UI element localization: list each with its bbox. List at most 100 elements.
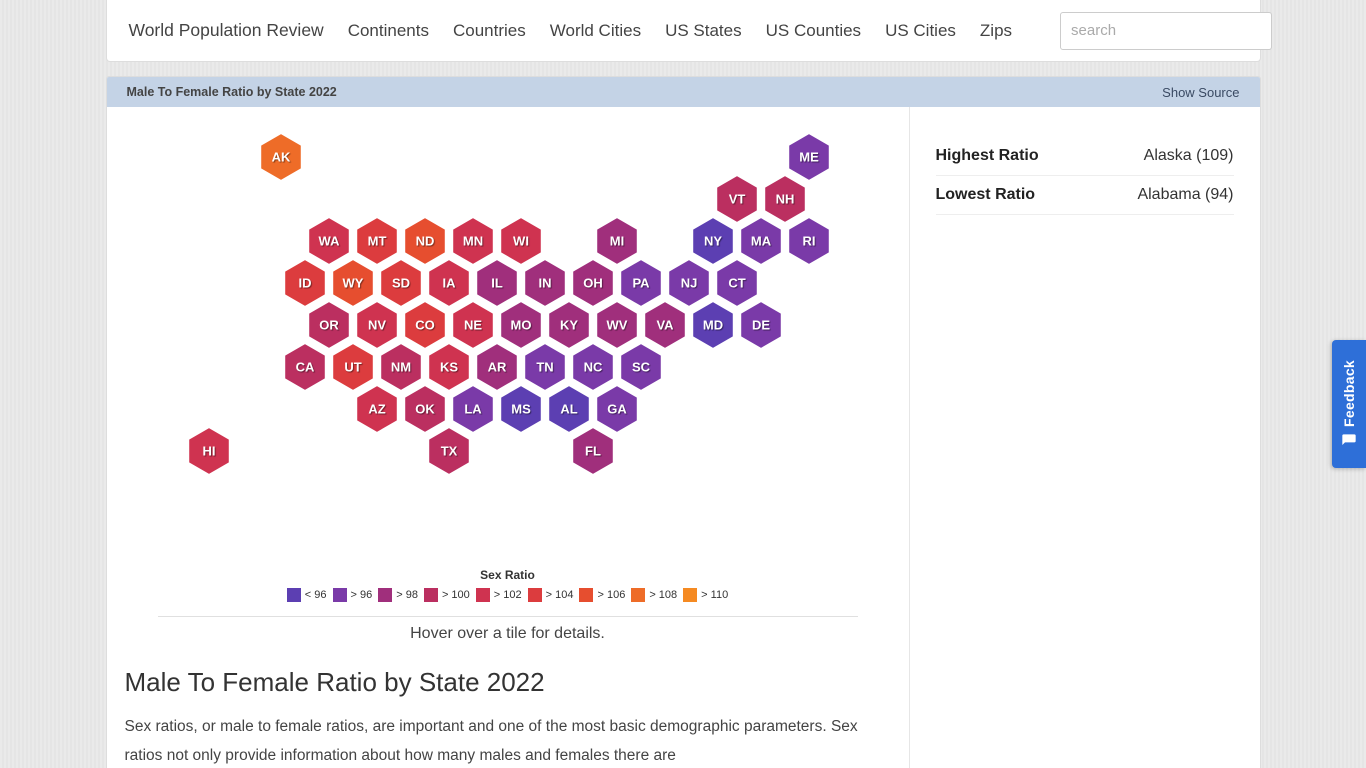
nav-link[interactable]: US Counties [766, 21, 861, 41]
nav-link[interactable]: World Cities [550, 21, 641, 41]
nav-link[interactable]: Zips [980, 21, 1012, 41]
feedback-tab[interactable]: Feedback [1332, 340, 1366, 468]
legend-label: > 98 [396, 589, 418, 601]
article-title: Male To Female Ratio by State 2022 [125, 667, 545, 698]
hex-tile-nc[interactable]: NC [572, 343, 614, 391]
nav-link[interactable]: US States [665, 21, 742, 41]
hex-tile-in[interactable]: IN [524, 259, 566, 307]
hex-tile-id[interactable]: ID [284, 259, 326, 307]
hex-tile-wy[interactable]: WY [332, 259, 374, 307]
hex-tile-ak[interactable]: AK [260, 133, 302, 181]
hex-tile-al[interactable]: AL [548, 385, 590, 433]
legend-item: > 96 [333, 588, 373, 602]
legend-label: > 100 [442, 589, 470, 601]
hex-tile-fl[interactable]: FL [572, 427, 614, 475]
hex-tile-ok[interactable]: OK [404, 385, 446, 433]
hex-tile-nj[interactable]: NJ [668, 259, 710, 307]
hex-tile-mo[interactable]: MO [500, 301, 542, 349]
top-nav: World Population Review Continents Countri… [106, 0, 1261, 62]
legend-swatch [378, 588, 392, 602]
stat-row: Lowest RatioAlabama (94) [936, 176, 1234, 215]
hex-tile-tn[interactable]: TN [524, 343, 566, 391]
hex-tile-ri[interactable]: RI [788, 217, 830, 265]
legend-item: < 96 [287, 588, 327, 602]
legend-item: > 108 [631, 588, 677, 602]
legend-swatch [287, 588, 301, 602]
legend-label: > 102 [494, 589, 522, 601]
hex-tile-ar[interactable]: AR [476, 343, 518, 391]
stats-pane: Highest RatioAlaska (109) Lowest RatioAla… [910, 107, 1260, 768]
stat-value: Alaska (109) [1144, 147, 1234, 165]
hex-tile-ky[interactable]: KY [548, 301, 590, 349]
hex-tile-ms[interactable]: MS [500, 385, 542, 433]
hex-tile-nm[interactable]: NM [380, 343, 422, 391]
legend-swatch [631, 588, 645, 602]
stat-label: Highest Ratio [936, 147, 1144, 165]
legend-swatch [476, 588, 490, 602]
legend: Sex Ratio < 96> 96> 98> 100> 102> 104> 1… [287, 568, 728, 602]
hex-tile-wa[interactable]: WA [308, 217, 350, 265]
hex-tile-nd[interactable]: ND [404, 217, 446, 265]
feedback-label: Feedback [1341, 360, 1357, 427]
hex-tile-md[interactable]: MD [692, 301, 734, 349]
legend-swatch [683, 588, 697, 602]
hex-tile-az[interactable]: AZ [356, 385, 398, 433]
hex-tile-hi[interactable]: HI [188, 427, 230, 475]
hex-tile-sd[interactable]: SD [380, 259, 422, 307]
hex-tile-ga[interactable]: GA [596, 385, 638, 433]
hex-tile-mt[interactable]: MT [356, 217, 398, 265]
search-input[interactable] [1060, 12, 1272, 50]
hex-tile-co[interactable]: CO [404, 301, 446, 349]
legend-item: > 104 [528, 588, 574, 602]
hex-tile-ut[interactable]: UT [332, 343, 374, 391]
hex-tile-mn[interactable]: MN [452, 217, 494, 265]
hex-tile-ny[interactable]: NY [692, 217, 734, 265]
nav-link[interactable]: US Cities [885, 21, 956, 41]
hex-tile-or[interactable]: OR [308, 301, 350, 349]
legend-item: > 110 [683, 588, 728, 602]
legend-item: > 106 [579, 588, 625, 602]
hex-tile-ca[interactable]: CA [284, 343, 326, 391]
hex-tile-pa[interactable]: PA [620, 259, 662, 307]
hex-tile-wi[interactable]: WI [500, 217, 542, 265]
map-pane: AK ME VTNH WAMTNDMNWI MI NYMARI IDWYSDIAILINOH… [107, 107, 910, 768]
hex-tile-me[interactable]: ME [788, 133, 830, 181]
legend-item: > 98 [378, 588, 418, 602]
hex-tile-il[interactable]: IL [476, 259, 518, 307]
hex-tile-ct[interactable]: CT [716, 259, 758, 307]
hex-tile-la[interactable]: LA [452, 385, 494, 433]
legend-label: > 104 [546, 589, 574, 601]
hex-tile-ne[interactable]: NE [452, 301, 494, 349]
hex-tile-tx[interactable]: TX [428, 427, 470, 475]
nav-link[interactable]: Continents [348, 21, 429, 41]
legend-label: > 106 [597, 589, 625, 601]
hex-tile-mi[interactable]: MI [596, 217, 638, 265]
main-card: Male To Female Ratio by State 2022 Show … [106, 76, 1261, 768]
hex-tile-ia[interactable]: IA [428, 259, 470, 307]
hex-tile-sc[interactable]: SC [620, 343, 662, 391]
hex-tile-nv[interactable]: NV [356, 301, 398, 349]
hex-tile-nh[interactable]: NH [764, 175, 806, 223]
hex-tile-oh[interactable]: OH [572, 259, 614, 307]
legend-item: > 100 [424, 588, 470, 602]
legend-swatch [333, 588, 347, 602]
legend-label: > 108 [649, 589, 677, 601]
hex-tile-vt[interactable]: VT [716, 175, 758, 223]
legend-label: > 96 [351, 589, 373, 601]
hex-tile-wv[interactable]: WV [596, 301, 638, 349]
show-source-link[interactable]: Show Source [1162, 85, 1239, 100]
hex-tile-de[interactable]: DE [740, 301, 782, 349]
hex-tile-ma[interactable]: MA [740, 217, 782, 265]
comment-icon [1341, 433, 1357, 449]
hex-map[interactable]: AK ME VTNH WAMTNDMNWI MI NYMARI IDWYSDIAILINOH… [125, 125, 845, 530]
hover-hint: Hover over a tile for details. [410, 625, 605, 643]
hex-tile-ks[interactable]: KS [428, 343, 470, 391]
hex-tile-va[interactable]: VA [644, 301, 686, 349]
nav-link[interactable]: World Population Review [129, 20, 324, 41]
legend-label: > 110 [701, 589, 728, 601]
stat-value: Alabama (94) [1137, 186, 1233, 204]
article-body: Sex ratios, or male to female ratios, ar… [125, 712, 891, 768]
divider [158, 616, 858, 617]
legend-swatch [528, 588, 542, 602]
nav-link[interactable]: Countries [453, 21, 526, 41]
